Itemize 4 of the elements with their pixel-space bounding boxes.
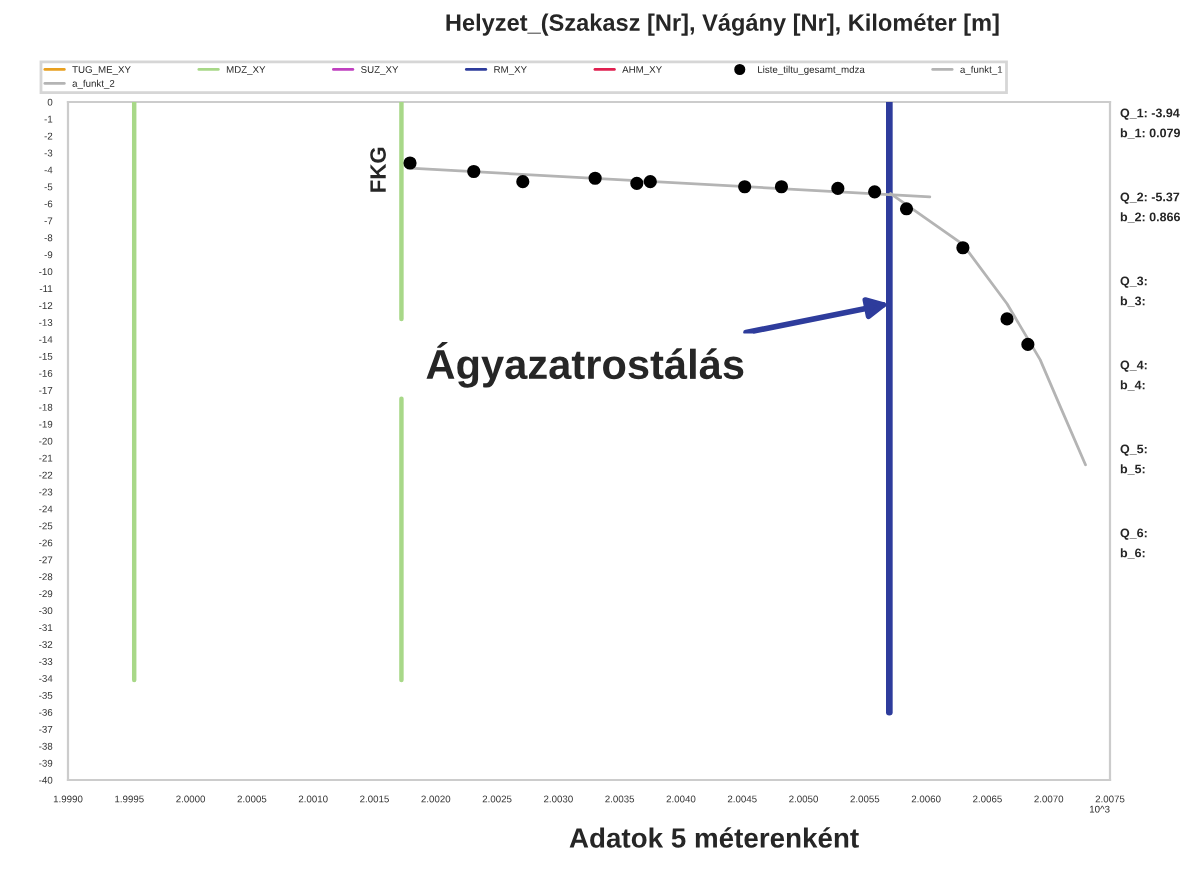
- x-axis-title: Adatok 5 méterenként: [569, 827, 859, 848]
- chart-title: Helyzet_(Szakasz [Nr], Vágány [Nr], Kilométer [m]: [446, 13, 999, 36]
- annotation: FKG: [370, 147, 386, 192]
- annotation: Ágyazatrostálás: [426, 341, 744, 388]
